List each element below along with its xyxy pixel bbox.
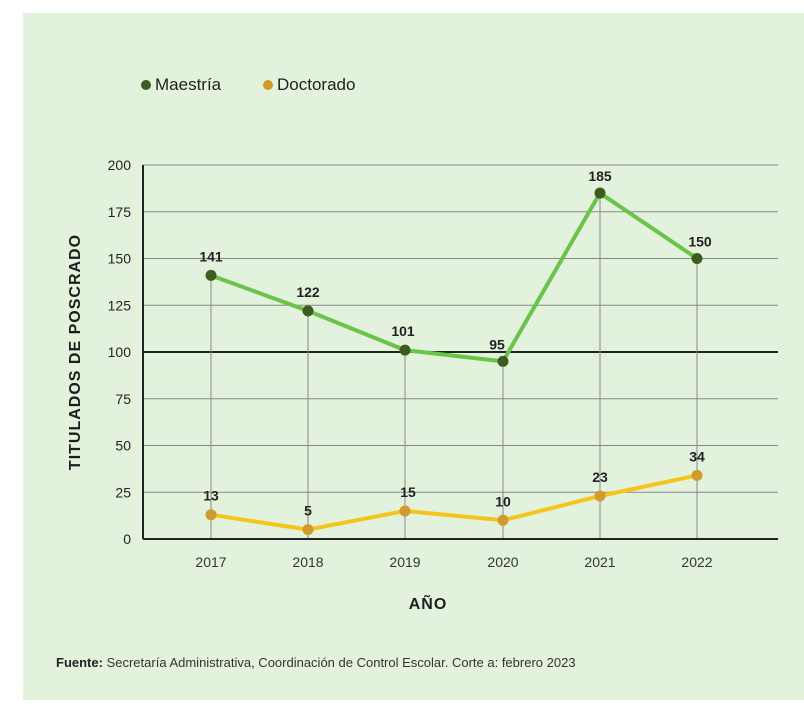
data-label-maestria: 122 — [296, 284, 320, 300]
data-label-maestria: 141 — [199, 248, 223, 264]
y-tick-label: 100 — [108, 344, 132, 360]
data-label-doctorado: 34 — [689, 448, 705, 464]
data-point-doctorado — [497, 514, 509, 526]
axis-layer — [142, 165, 778, 540]
label-layer: 0 25 50 75 100 125 150 175 200 2017 2018 2019 2020 20… — [108, 157, 713, 570]
x-tick-label: 2022 — [681, 554, 712, 570]
x-axis-title: AÑO — [409, 593, 448, 613]
data-label-doctorado: 15 — [400, 484, 416, 500]
y-tick-label: 125 — [108, 297, 132, 313]
legend-label-maestria: Maestría — [155, 75, 222, 94]
data-point-maestria — [302, 305, 314, 317]
data-point-maestria — [497, 355, 509, 367]
grid-layer — [143, 164, 778, 539]
series-layer — [205, 187, 703, 536]
data-point-doctorado — [205, 509, 217, 521]
x-tick-label: 2020 — [487, 554, 518, 570]
x-tick-label: 2021 — [584, 554, 615, 570]
y-tick-label: 150 — [108, 251, 132, 267]
data-point-maestria — [205, 269, 217, 281]
legend-marker-doctorado — [263, 80, 273, 90]
y-axis-title: TITULADOS DE POSCRADO — [67, 234, 84, 470]
data-label-maestria: 95 — [489, 336, 505, 352]
legend-label-doctorado: Doctorado — [277, 75, 355, 94]
series-line-maestria — [210, 191, 699, 364]
data-label-doctorado: 5 — [304, 503, 312, 519]
series-line-doctorado — [210, 473, 698, 532]
x-tick-label: 2019 — [389, 554, 420, 570]
y-tick-label: 200 — [108, 157, 132, 173]
data-point-doctorado — [691, 469, 703, 481]
data-label-maestria: 185 — [588, 168, 612, 184]
y-tick-label: 75 — [115, 391, 131, 407]
source-label: Fuente: — [56, 655, 103, 670]
x-tick-label: 2018 — [292, 554, 323, 570]
data-point-doctorado — [594, 490, 606, 502]
data-label-doctorado: 10 — [495, 493, 511, 509]
data-point-doctorado — [302, 524, 314, 536]
source-text: Secretaría Administrativa, Coordinación … — [106, 655, 576, 670]
data-point-doctorado — [399, 505, 411, 517]
data-point-maestria — [594, 187, 606, 199]
y-tick-label: 175 — [108, 204, 132, 220]
x-tick-label: 2017 — [195, 554, 226, 570]
source-note: Fuente: Secretaría Administrativa, Coord… — [56, 655, 576, 670]
legend: Maestría Doctorado — [141, 75, 355, 94]
data-point-maestria — [399, 344, 411, 356]
chart-panel — [23, 13, 804, 700]
data-label-doctorado: 23 — [592, 469, 608, 485]
y-tick-label: 0 — [123, 531, 131, 547]
y-tick-label: 50 — [115, 438, 131, 454]
data-label-doctorado: 13 — [203, 488, 219, 504]
legend-marker-maestria — [141, 80, 151, 90]
data-point-maestria — [691, 253, 703, 264]
y-tick-label: 25 — [115, 484, 131, 500]
data-label-maestria: 150 — [688, 234, 712, 250]
data-label-maestria: 101 — [391, 323, 415, 339]
